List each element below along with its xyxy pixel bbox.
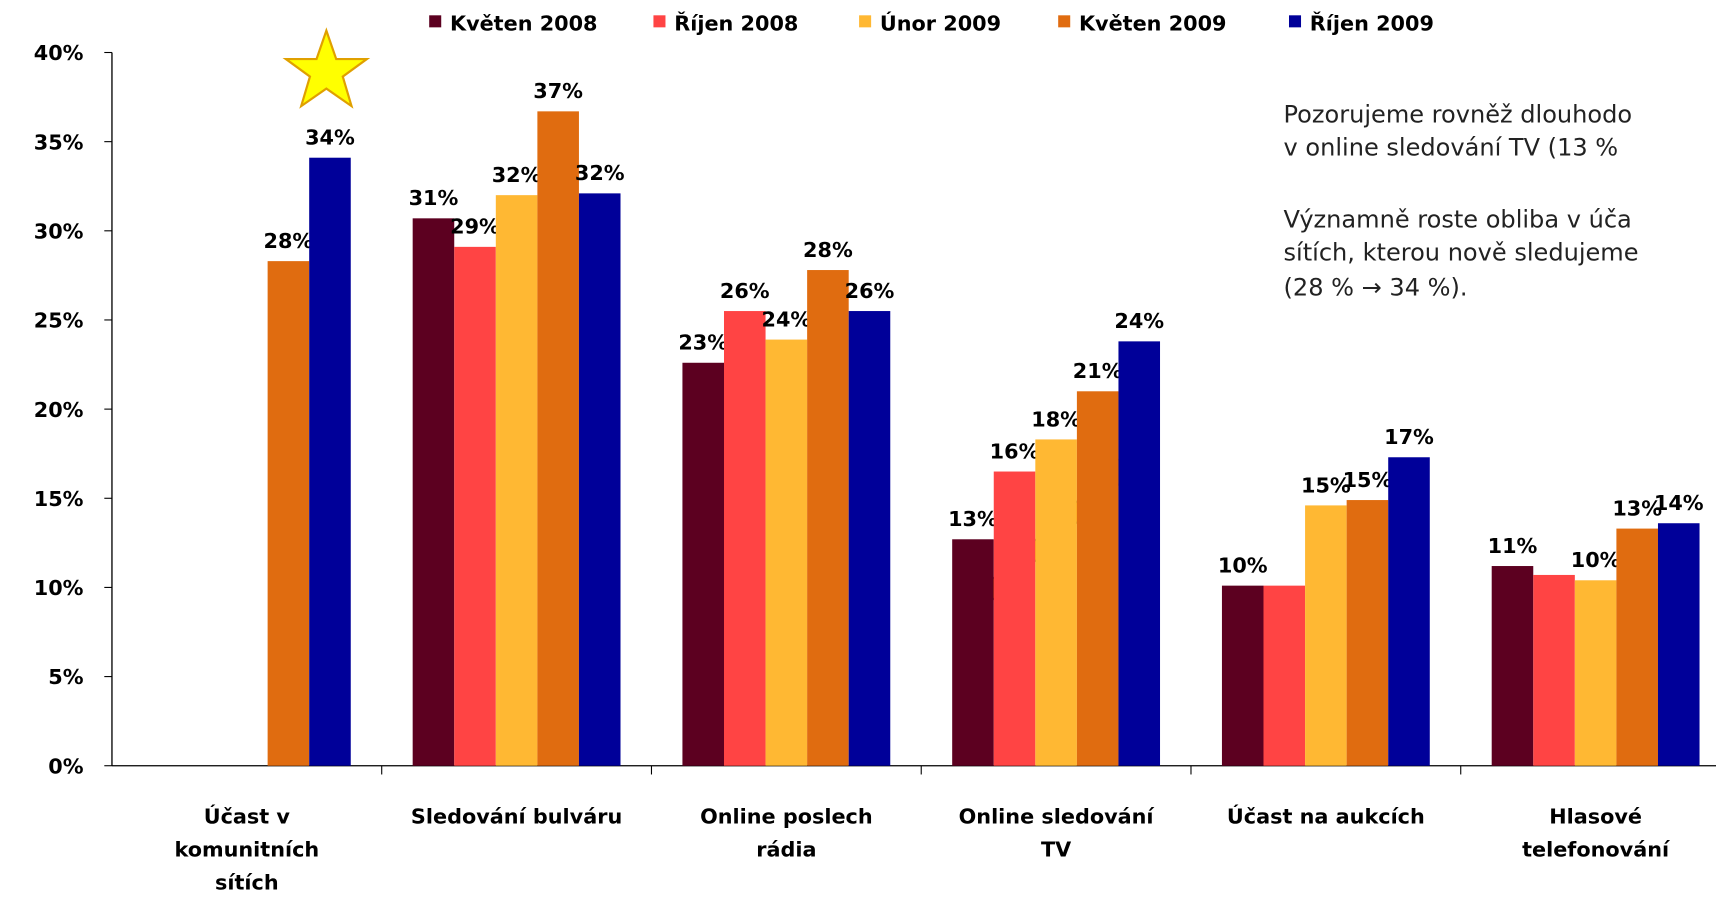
bar (807, 270, 849, 766)
data-label: 31% (409, 186, 459, 210)
bar (1657, 523, 1700, 766)
bar (1491, 566, 1534, 766)
data-label: 26% (845, 279, 895, 303)
annotation: sítích, kterou nově sledujeme (1284, 238, 1639, 266)
y-tick-label: 0% (48, 754, 83, 778)
data-label: 18% (1031, 407, 1081, 431)
bar (1221, 585, 1264, 766)
data-label: 24% (1114, 309, 1164, 333)
bar (848, 311, 891, 766)
legend-swatch (653, 15, 666, 28)
data-label: 23% (678, 331, 728, 355)
data-label: 26% (720, 279, 770, 303)
legend-label: Květen 2009 (1079, 12, 1227, 36)
legend-swatch (859, 15, 872, 28)
bar (1118, 341, 1161, 766)
y-tick-label: 15% (34, 487, 84, 511)
data-label: 32% (575, 161, 625, 185)
data-label: 28% (264, 229, 314, 253)
data-label: 10% (1571, 548, 1621, 572)
star-icon (282, 27, 371, 109)
bar (454, 246, 496, 766)
data-label: 16% (990, 439, 1040, 463)
bar (1616, 528, 1658, 766)
bar (578, 193, 621, 766)
bar (723, 311, 766, 766)
data-label: 17% (1384, 425, 1434, 449)
bar (1305, 505, 1347, 766)
data-label: 14% (1654, 491, 1704, 515)
x-tick-label: Účast na aukcích (1227, 804, 1425, 829)
bar (682, 362, 724, 766)
bar (952, 539, 994, 766)
y-tick-label: 20% (34, 398, 84, 422)
annotation: Pozorujeme rovněž dlouhodo (1284, 101, 1633, 129)
x-tick-label: Účast v komunitních sítích (174, 804, 319, 895)
bar (309, 157, 351, 766)
data-label: 24% (761, 307, 811, 331)
bar (1263, 585, 1306, 766)
data-label: 34% (305, 126, 355, 150)
annotation: (28 % → 34 %). (1284, 273, 1468, 301)
legend-label: Říjen 2009 (1310, 11, 1434, 36)
bar (1533, 574, 1575, 766)
y-tick-label: 40% (34, 41, 84, 65)
data-label: 37% (533, 79, 583, 103)
y-tick-label: 35% (34, 130, 84, 154)
x-tick-label: Hlasové telefonování (1522, 805, 1671, 862)
bar (1388, 457, 1430, 766)
legend-label: Květen 2008 (450, 12, 598, 36)
x-tick-label: Online poslech rádia (700, 805, 873, 862)
bar (1346, 500, 1389, 766)
legend-label: Únor 2009 (880, 11, 1001, 36)
data-label: 13% (948, 507, 998, 531)
data-label: 11% (1488, 534, 1538, 558)
legend-swatch (429, 15, 442, 28)
data-label: 21% (1073, 359, 1123, 383)
y-tick-label: 5% (48, 665, 83, 689)
bar (1035, 439, 1077, 766)
legend-swatch (1058, 15, 1071, 28)
bar (495, 195, 538, 766)
x-tick-label: Online sledování TV (959, 805, 1156, 862)
data-label: 15% (1301, 473, 1351, 497)
bar (412, 218, 455, 766)
bar (1076, 391, 1119, 766)
bar (765, 339, 808, 766)
y-tick-label: 30% (34, 219, 84, 243)
data-label: 32% (492, 163, 542, 187)
bar (267, 261, 310, 766)
x-tick-label: Sledování bulváru (411, 805, 622, 829)
data-label: 10% (1218, 554, 1268, 578)
bar (993, 471, 1036, 766)
bar (537, 111, 579, 766)
bar (1574, 580, 1617, 766)
annotation: Významně roste obliba v úča (1284, 206, 1632, 234)
data-label: 29% (450, 215, 500, 239)
annotation: v online sledování TV (13 % (1284, 133, 1619, 161)
legend-swatch (1288, 15, 1302, 28)
y-tick-label: 25% (34, 309, 84, 333)
data-label: 28% (803, 238, 853, 262)
data-label: 13% (1612, 496, 1662, 520)
y-tick-label: 10% (34, 576, 84, 600)
legend-label: Říjen 2008 (674, 11, 798, 36)
data-label: 15% (1343, 468, 1393, 492)
